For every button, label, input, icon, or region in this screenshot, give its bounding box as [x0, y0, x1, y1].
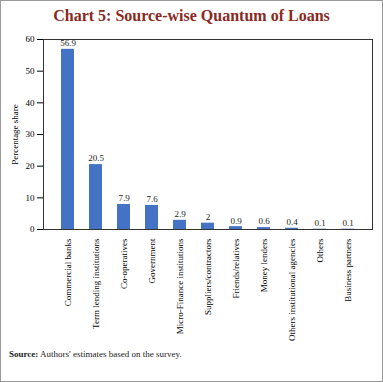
svg-text:2: 2 [206, 212, 211, 222]
svg-text:Percentage share: Percentage share [10, 104, 20, 165]
svg-text:10: 10 [26, 193, 36, 203]
svg-text:50: 50 [26, 66, 36, 76]
svg-text:Others: Others [315, 238, 325, 262]
svg-text:0: 0 [30, 224, 35, 234]
svg-text:7.6: 7.6 [146, 194, 158, 204]
svg-text:Government: Government [147, 238, 157, 283]
svg-text:20.5: 20.5 [88, 153, 104, 163]
svg-text:0.4: 0.4 [286, 217, 298, 227]
svg-text:0.1: 0.1 [314, 218, 325, 228]
svg-text:30: 30 [26, 129, 36, 139]
svg-text:0.9: 0.9 [230, 216, 242, 226]
svg-text:0.6: 0.6 [258, 216, 270, 226]
svg-text:Term lending institutions: Term lending institutions [91, 238, 101, 329]
svg-text:0.1: 0.1 [342, 218, 353, 228]
svg-text:Others institutional agencies: Others institutional agencies [287, 238, 297, 341]
svg-text:2.9: 2.9 [174, 209, 186, 219]
svg-text:Business partners: Business partners [343, 238, 353, 302]
svg-text:Money lenders: Money lenders [259, 238, 269, 292]
svg-text:20: 20 [26, 161, 36, 171]
html-text:Source: Authors' estimates bas: Source: Authors' estimates based on the … [9, 349, 182, 359]
svg-text:60: 60 [26, 34, 36, 44]
svg-text:40: 40 [26, 98, 36, 108]
svg-text:Commercial banks: Commercial banks [63, 238, 73, 306]
html-text:Chart 5: Source-wise Quantum o: Chart 5: Source-wise Quantum of Loans [53, 7, 330, 24]
svg-text:Micro-Finance institutions: Micro-Finance institutions [175, 238, 185, 334]
svg-text:Co-operatives: Co-operatives [119, 238, 129, 289]
svg-text:Friends/relatives: Friends/relatives [231, 238, 241, 298]
svg-text:7.9: 7.9 [118, 193, 130, 203]
svg-text:Suppliers/contractors: Suppliers/contractors [203, 238, 213, 315]
svg-text:56.9: 56.9 [60, 38, 76, 49]
